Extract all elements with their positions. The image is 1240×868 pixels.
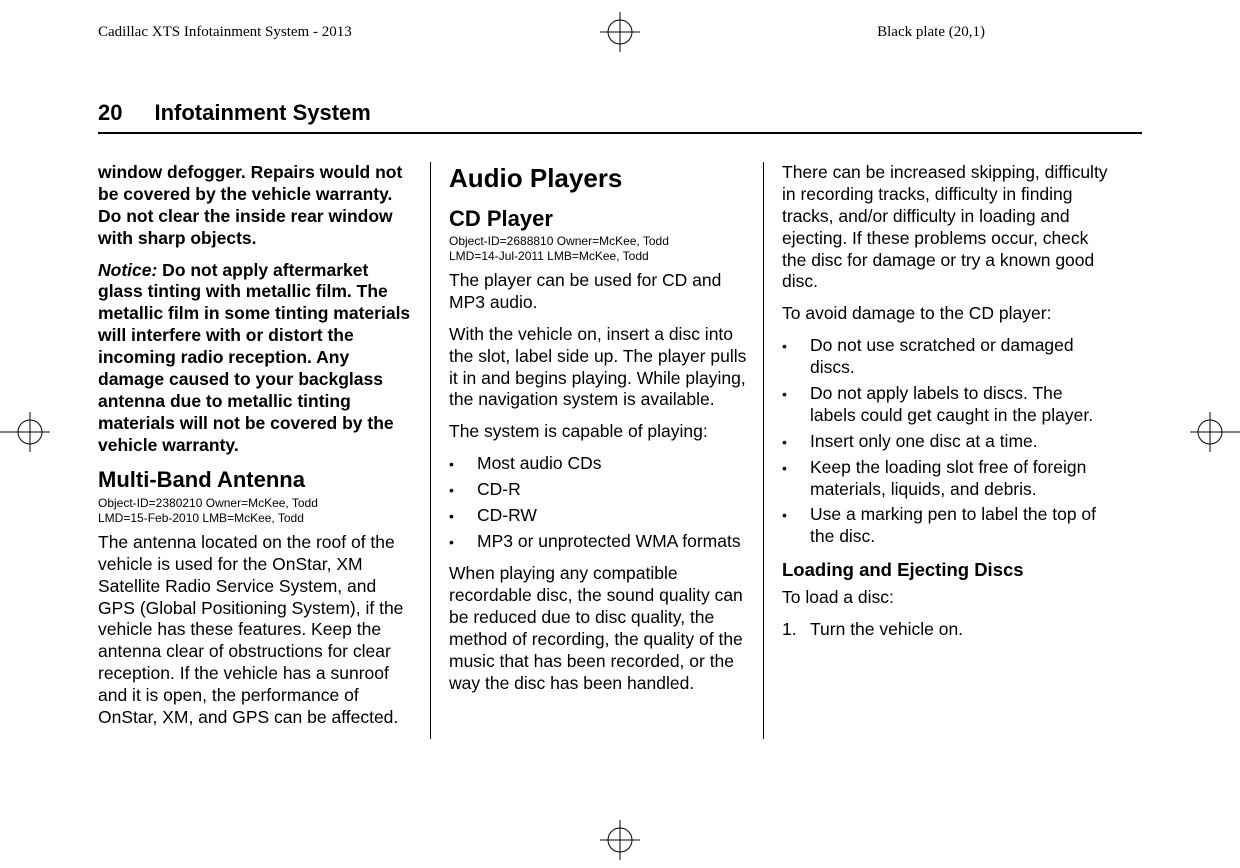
col2-h2-cd: CD Player: [449, 205, 747, 233]
col3-p1: There can be increased skipping, difficu…: [782, 162, 1108, 293]
bullet-text: Keep the loading slot free of foreign ma…: [810, 457, 1108, 501]
bullet-text: Insert only one disc at a time.: [810, 431, 1038, 453]
bullet-text: Most audio CDs: [477, 453, 602, 475]
bullet-icon: •: [449, 453, 477, 475]
list-item: •Keep the loading slot free of foreign m…: [782, 457, 1108, 501]
column-1: window defogger. Repairs would not be co…: [98, 162, 431, 739]
col1-meta: Object-ID=2380210 Owner=McKee, Todd LMD=…: [98, 496, 414, 526]
bullet-text: CD-R: [477, 479, 521, 501]
column-3: There can be increased skipping, difficu…: [764, 162, 1124, 739]
page-header: 20 Infotainment System: [98, 100, 1142, 134]
bullet-icon: •: [449, 479, 477, 501]
col3-p2: To avoid damage to the CD player:: [782, 303, 1108, 325]
page-body: 20 Infotainment System window defogger. …: [98, 100, 1142, 739]
list-item: •MP3 or unprotected WMA formats: [449, 531, 747, 553]
col2-p3: The system is capable of playing:: [449, 421, 747, 443]
col1-meta2: LMD=15-Feb-2010 LMB=McKee, Todd: [98, 511, 414, 526]
col2-meta: Object-ID=2688810 Owner=McKee, Todd LMD=…: [449, 234, 747, 264]
bullet-text: Use a marking pen to label the top of th…: [810, 504, 1108, 548]
col3-h3-loading: Loading and Ejecting Discs: [782, 558, 1108, 581]
columns: window defogger. Repairs would not be co…: [98, 162, 1142, 739]
col2-bullets: •Most audio CDs •CD-R •CD-RW •MP3 or unp…: [449, 453, 747, 553]
bullet-text: CD-RW: [477, 505, 537, 527]
col2-p2: With the vehicle on, insert a disc into …: [449, 324, 747, 412]
col2-h1-audio: Audio Players: [449, 162, 747, 195]
list-item: 1.Turn the vehicle on.: [782, 619, 1108, 641]
list-item: •CD-R: [449, 479, 747, 501]
notice-label: Notice:: [98, 260, 157, 280]
column-2: Audio Players CD Player Object-ID=268881…: [431, 162, 764, 739]
section-title: Infotainment System: [154, 100, 370, 126]
notice-text: Do not apply aftermarket glass tinting w…: [98, 260, 410, 455]
col1-p2: The antenna located on the roof of the v…: [98, 532, 414, 729]
crop-mark-top: [600, 12, 640, 57]
bullet-text: MP3 or unprotected WMA formats: [477, 531, 741, 553]
crop-mark-left: [0, 412, 50, 457]
col3-p3: To load a disc:: [782, 587, 1108, 609]
list-item: •Insert only one disc at a time.: [782, 431, 1108, 453]
header-left-text: Cadillac XTS Infotainment System - 2013: [98, 24, 352, 41]
list-item: •Do not apply labels to discs. The label…: [782, 383, 1108, 427]
col1-meta1: Object-ID=2380210 Owner=McKee, Todd: [98, 496, 414, 511]
bullet-icon: •: [782, 335, 810, 379]
bullet-icon: •: [449, 505, 477, 527]
col2-p1: The player can be used for CD and MP3 au…: [449, 270, 747, 314]
bullet-text: Do not use scratched or damaged discs.: [810, 335, 1108, 379]
bullet-icon: •: [782, 457, 810, 501]
col1-notice: Notice: Do not apply aftermarket glass t…: [98, 260, 414, 457]
col2-meta1: Object-ID=2688810 Owner=McKee, Todd: [449, 234, 747, 249]
list-item: •Most audio CDs: [449, 453, 747, 475]
crop-mark-bottom: [600, 820, 640, 865]
list-item: •Use a marking pen to label the top of t…: [782, 504, 1108, 548]
col1-h2-multiband: Multi-Band Antenna: [98, 466, 414, 494]
list-item: •Do not use scratched or damaged discs.: [782, 335, 1108, 379]
bullet-icon: •: [782, 383, 810, 427]
step-number: 1.: [782, 619, 810, 641]
bullet-text: Do not apply labels to discs. The labels…: [810, 383, 1108, 427]
bullet-icon: •: [449, 531, 477, 553]
header-right-text: Black plate (20,1): [877, 24, 985, 41]
step-text: Turn the vehicle on.: [810, 619, 963, 641]
col3-numlist: 1.Turn the vehicle on.: [782, 619, 1108, 641]
list-item: •CD-RW: [449, 505, 747, 527]
col1-warning-continued: window defogger. Repairs would not be co…: [98, 162, 414, 250]
bullet-icon: •: [782, 504, 810, 548]
crop-mark-right: [1190, 412, 1240, 457]
col2-p4: When playing any compatible recordable d…: [449, 563, 747, 694]
col2-meta2: LMD=14-Jul-2011 LMB=McKee, Todd: [449, 249, 747, 264]
col3-bullets: •Do not use scratched or damaged discs. …: [782, 335, 1108, 548]
page-number: 20: [98, 100, 122, 126]
bullet-icon: •: [782, 431, 810, 453]
